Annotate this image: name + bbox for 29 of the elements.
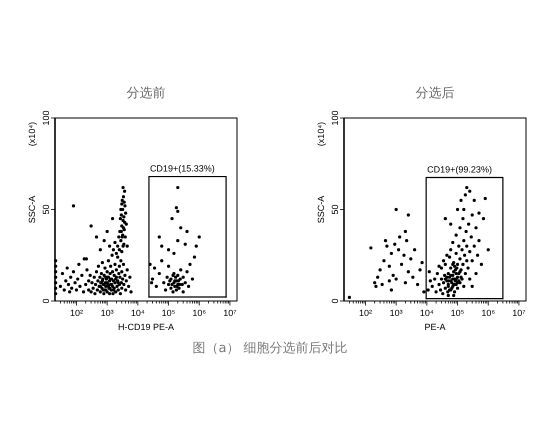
y-tick-label: 0 (330, 298, 340, 304)
x-tick-label: 10⁶ (481, 308, 496, 318)
y-tick-label: 50 (330, 204, 340, 215)
x-tick-label: 10³ (390, 308, 403, 318)
x-tick-label: 10⁵ (162, 308, 176, 318)
y-tick-label: 100 (330, 110, 340, 126)
x-tick-label: 10³ (100, 308, 114, 318)
text: 图（a） 细胞分选前后对比 (192, 341, 348, 356)
x-tick-label: 10⁴ (130, 308, 145, 318)
y-tick-label: 0 (41, 298, 51, 304)
y-tick-label: 50 (41, 204, 51, 215)
x-tick-label: 10⁵ (450, 308, 465, 318)
x-tick-label: 10⁶ (192, 308, 206, 318)
series-label: CD19+(99.23%) (427, 164, 492, 174)
x-tick-label: 10⁴ (420, 308, 434, 318)
chart-title: 分选前 (126, 86, 166, 101)
y-tick-label: 100 (41, 110, 51, 126)
series-label: CD19+(15.33%) (150, 164, 215, 174)
text: (x10⁴) (27, 122, 37, 146)
x-tick-label: 10² (70, 308, 83, 318)
x-tick-label: 10² (358, 308, 372, 318)
y-axis-title: SSC-A (27, 196, 37, 224)
text: (x10⁴) (316, 122, 326, 146)
y-axis-title: SSC-A (316, 196, 326, 224)
x-axis-title: PE-A (424, 322, 446, 332)
x-tick-label: 10⁷ (223, 308, 237, 318)
chart-title: 分选后 (416, 86, 454, 101)
x-tick-label: 10⁷ (512, 308, 526, 318)
x-axis-title: H-CD19 PE-A (118, 322, 174, 332)
